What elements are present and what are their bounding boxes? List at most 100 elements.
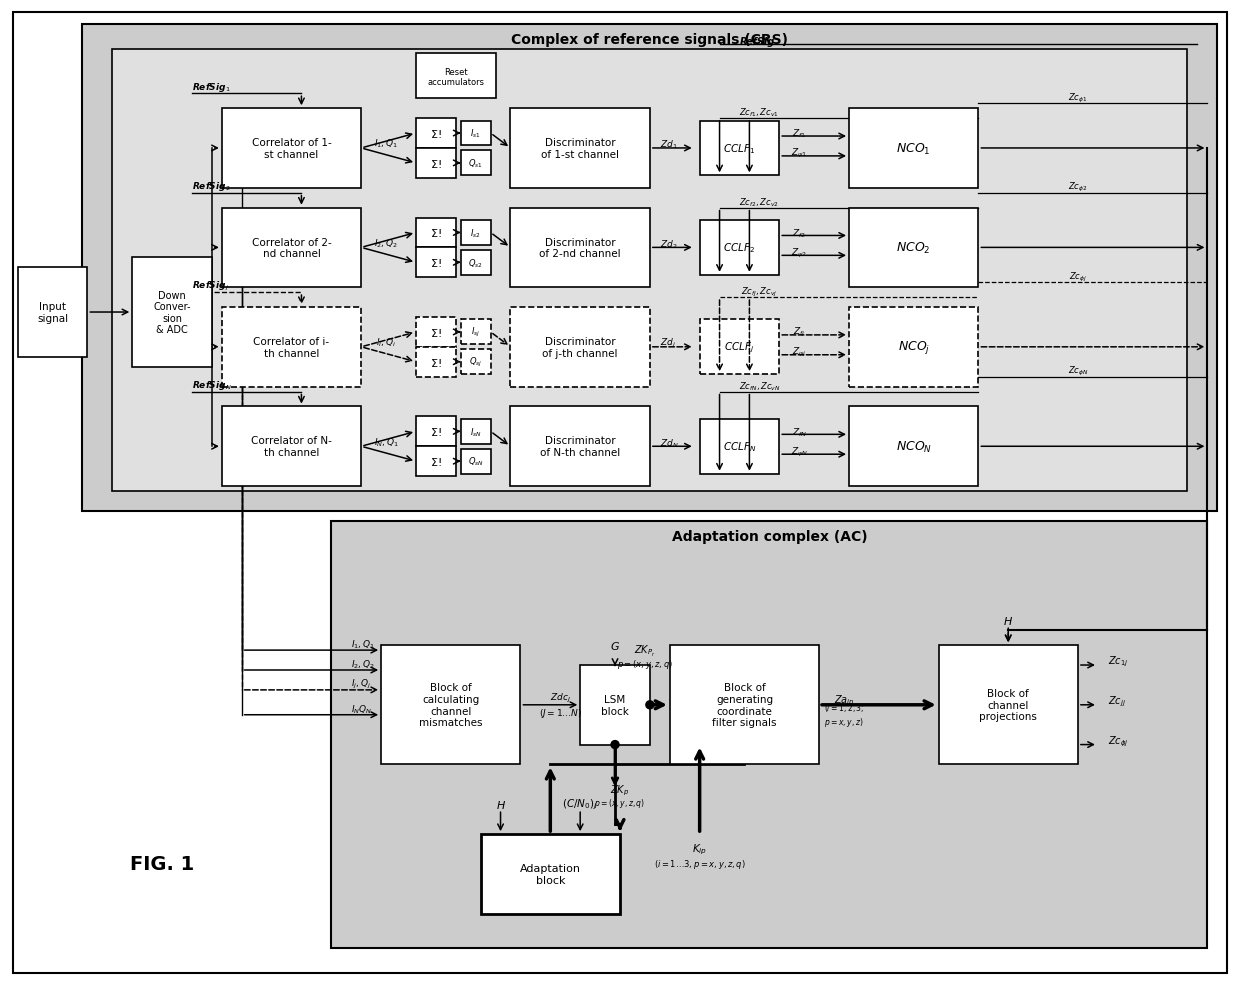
- Text: RefSig$_j$: RefSig$_j$: [192, 279, 228, 293]
- Text: RefSig: RefSig: [739, 36, 775, 46]
- Text: $\Sigma$!: $\Sigma$!: [430, 227, 441, 240]
- Text: $I_1,Q_1$: $I_1,Q_1$: [351, 638, 376, 651]
- Bar: [481, 834, 620, 914]
- Text: $\Sigma$!: $\Sigma$!: [430, 128, 441, 140]
- Circle shape: [646, 701, 653, 709]
- Bar: [222, 208, 361, 288]
- Text: Adaptation complex (AC): Adaptation complex (AC): [672, 529, 867, 543]
- Text: $I_2,Q_2$: $I_2,Q_2$: [374, 237, 398, 249]
- Bar: [461, 250, 491, 275]
- Text: $Z_{\psi j}$: $Z_{\psi j}$: [792, 346, 806, 359]
- Text: $Zc_{\phi j}$: $Zc_{\phi j}$: [1069, 270, 1087, 284]
- Text: FIG. 1: FIG. 1: [130, 855, 195, 874]
- Bar: [699, 221, 779, 275]
- Bar: [133, 258, 212, 368]
- Bar: [849, 109, 978, 188]
- Bar: [113, 49, 1188, 491]
- Text: $ZK_p$: $ZK_p$: [610, 782, 630, 797]
- Text: $(i{=}1{\ldots}3,p{=}x,y,z,q)$: $(i{=}1{\ldots}3,p{=}x,y,z,q)$: [653, 858, 745, 871]
- Bar: [381, 646, 521, 765]
- Text: Discriminator
of N-th channel: Discriminator of N-th channel: [541, 436, 620, 458]
- Bar: [580, 666, 650, 744]
- Text: $I_2,Q_2$: $I_2,Q_2$: [351, 658, 376, 670]
- Text: $CCLF_1$: $CCLF_1$: [723, 142, 755, 156]
- Text: Block of
calculating
channel
mismatches: Block of calculating channel mismatches: [419, 682, 482, 728]
- Text: $K_{ip}$: $K_{ip}$: [692, 842, 707, 856]
- Text: $Za_{ip}$: $Za_{ip}$: [833, 693, 854, 707]
- Text: Correlator of 1-
st channel: Correlator of 1- st channel: [252, 138, 331, 160]
- Bar: [461, 221, 491, 246]
- Text: $Q_{sN}$: $Q_{sN}$: [467, 456, 484, 468]
- Text: $Z_{f1}$: $Z_{f1}$: [792, 127, 806, 140]
- Text: Correlator of 2-
nd channel: Correlator of 2- nd channel: [252, 238, 331, 259]
- Bar: [511, 407, 650, 486]
- Text: Down
Conver-
sion
& ADC: Down Conver- sion & ADC: [154, 290, 191, 335]
- Text: $Z_{fN}$: $Z_{fN}$: [791, 426, 807, 438]
- Text: $Zc_{1j}$: $Zc_{1j}$: [1107, 654, 1128, 669]
- Text: $(i{=}1,2,3;$
$p{=}x,y,z)$: $(i{=}1,2,3;$ $p{=}x,y,z)$: [823, 702, 864, 729]
- Text: $p{=}(x,y,z,q)$: $p{=}(x,y,z,q)$: [618, 657, 673, 669]
- Text: Complex of reference signals (CRS): Complex of reference signals (CRS): [511, 33, 789, 46]
- Text: $NCO_2$: $NCO_2$: [897, 241, 931, 255]
- Text: $Zc_{fj},Zc_{vj}$: $Zc_{fj},Zc_{vj}$: [742, 285, 777, 299]
- Text: $H$: $H$: [496, 799, 506, 810]
- Bar: [511, 308, 650, 387]
- Text: $CCLF_2$: $CCLF_2$: [723, 242, 755, 255]
- Text: $I_{sN}$: $I_{sN}$: [470, 426, 481, 438]
- Text: $(C/N_0)_j$: $(C/N_0)_j$: [563, 798, 598, 811]
- Bar: [699, 320, 779, 375]
- Text: $I_{sj}$: $I_{sj}$: [471, 326, 480, 339]
- Bar: [849, 308, 978, 387]
- Text: Input
signal: Input signal: [37, 302, 68, 323]
- Bar: [461, 320, 491, 345]
- Text: $Q_{sj}$: $Q_{sj}$: [469, 356, 482, 369]
- Bar: [415, 119, 456, 149]
- Text: $Zc_{f2},Zc_{v2}$: $Zc_{f2},Zc_{v2}$: [739, 196, 779, 209]
- Bar: [849, 208, 978, 288]
- Text: $Zd_j$: $Zd_j$: [660, 337, 676, 350]
- Text: $Z_{fj}$: $Z_{fj}$: [794, 326, 805, 339]
- Circle shape: [611, 740, 619, 748]
- Text: Discriminator
of 2-nd channel: Discriminator of 2-nd channel: [539, 238, 621, 259]
- Text: $\Sigma$!: $\Sigma$!: [430, 257, 441, 269]
- Bar: [670, 646, 820, 765]
- Text: Correlator of i-
th channel: Correlator of i- th channel: [253, 336, 330, 358]
- Text: $\Sigma$!: $\Sigma$!: [430, 158, 441, 170]
- Text: Discriminator
of j-th channel: Discriminator of j-th channel: [542, 336, 618, 358]
- Bar: [415, 447, 456, 476]
- Text: Reset
accumulators: Reset accumulators: [428, 68, 485, 87]
- Text: Adaptation
block: Adaptation block: [520, 863, 580, 884]
- Text: $Zc_{\phi j}$: $Zc_{\phi j}$: [1107, 734, 1128, 748]
- Text: $NCO_j$: $NCO_j$: [898, 339, 930, 356]
- Text: $Z_{\psi 2}$: $Z_{\psi 2}$: [791, 246, 807, 259]
- Text: $Zc_{jj}$: $Zc_{jj}$: [1107, 694, 1126, 708]
- Text: RefSig$_1$: RefSig$_1$: [192, 81, 231, 94]
- Bar: [415, 417, 456, 447]
- Text: $ZK_{P_r}$: $ZK_{P_r}$: [634, 643, 656, 658]
- Bar: [82, 25, 1218, 512]
- Bar: [461, 151, 491, 176]
- Bar: [415, 218, 456, 248]
- Text: $I_NQ_N$: $I_NQ_N$: [351, 703, 372, 715]
- Text: $Q_{s1}$: $Q_{s1}$: [469, 158, 484, 170]
- Text: $Zd_2$: $Zd_2$: [660, 238, 677, 250]
- Text: $Zc_{f1},Zc_{v1}$: $Zc_{f1},Zc_{v1}$: [739, 106, 779, 119]
- Text: $Z_{\psi N}$: $Z_{\psi N}$: [791, 446, 807, 458]
- Bar: [849, 407, 978, 486]
- Text: $\Sigma$!: $\Sigma$!: [430, 356, 441, 369]
- Text: $CCLF_j$: $CCLF_j$: [724, 340, 755, 355]
- Text: RefSig$_2$: RefSig$_2$: [192, 180, 231, 193]
- Text: $NCO_N$: $NCO_N$: [895, 440, 931, 455]
- Bar: [415, 347, 456, 378]
- Text: $G$: $G$: [610, 640, 620, 652]
- Text: $Zc_{fN},Zc_{vN}$: $Zc_{fN},Zc_{vN}$: [739, 380, 780, 392]
- Text: $I_i,Q_i$: $I_i,Q_i$: [376, 336, 396, 349]
- Bar: [461, 450, 491, 474]
- Text: $I_j,Q_j$: $I_j,Q_j$: [351, 677, 371, 691]
- Bar: [415, 317, 456, 347]
- Bar: [331, 522, 1208, 949]
- Text: $I_{s2}$: $I_{s2}$: [470, 227, 481, 240]
- Text: $H$: $H$: [1003, 614, 1013, 627]
- Bar: [461, 419, 491, 445]
- Text: LSM
block: LSM block: [601, 694, 629, 716]
